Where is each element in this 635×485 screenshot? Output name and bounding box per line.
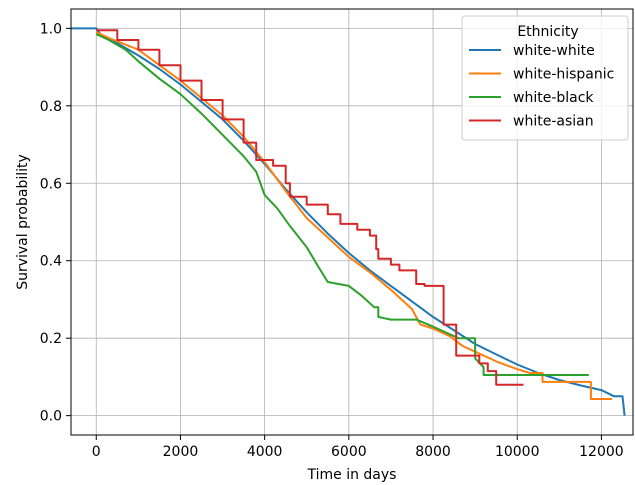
x-axis-label: Time in days (307, 467, 397, 483)
legend-label-white-hispanic: white-hispanic (513, 67, 614, 83)
y-tick-label: 0.2 (40, 331, 62, 347)
legend-label-white-black: white-black (513, 90, 594, 106)
legend-label-white-white: white-white (513, 43, 595, 59)
series-line-white-black (95, 33, 589, 376)
series-line-white-asian (96, 29, 524, 386)
y-tick-label: 0.4 (40, 254, 62, 270)
y-tick-label: 0.8 (40, 99, 62, 115)
x-tick-label: 6000 (331, 444, 367, 460)
x-tick-label: 4000 (247, 444, 283, 460)
plot-frame (70, 8, 634, 436)
x-tick-label: 8000 (415, 444, 451, 460)
y-tick-label: 0.6 (40, 176, 62, 192)
legend-label-white-asian: white-asian (513, 114, 594, 130)
axis-ticks: 0 2000 4000 6000 8000 10000 12000 0.0 0.2 0.4 0.6 0… (40, 21, 624, 460)
legend-box (461, 15, 629, 141)
legend: Ethnicity white-white white-hispanic white… (461, 15, 629, 141)
y-axis-label: Survival probability (15, 154, 31, 290)
series-lines (71, 27, 626, 416)
x-tick-label: 0 (92, 444, 101, 460)
x-tick-label: 12000 (579, 444, 624, 460)
x-tick-label: 2000 (163, 444, 199, 460)
y-tick-label: 1.0 (40, 21, 62, 37)
x-tick-label: 10000 (495, 444, 540, 460)
legend-title: Ethnicity (517, 24, 578, 40)
y-tick-label: 0.0 (40, 409, 62, 425)
